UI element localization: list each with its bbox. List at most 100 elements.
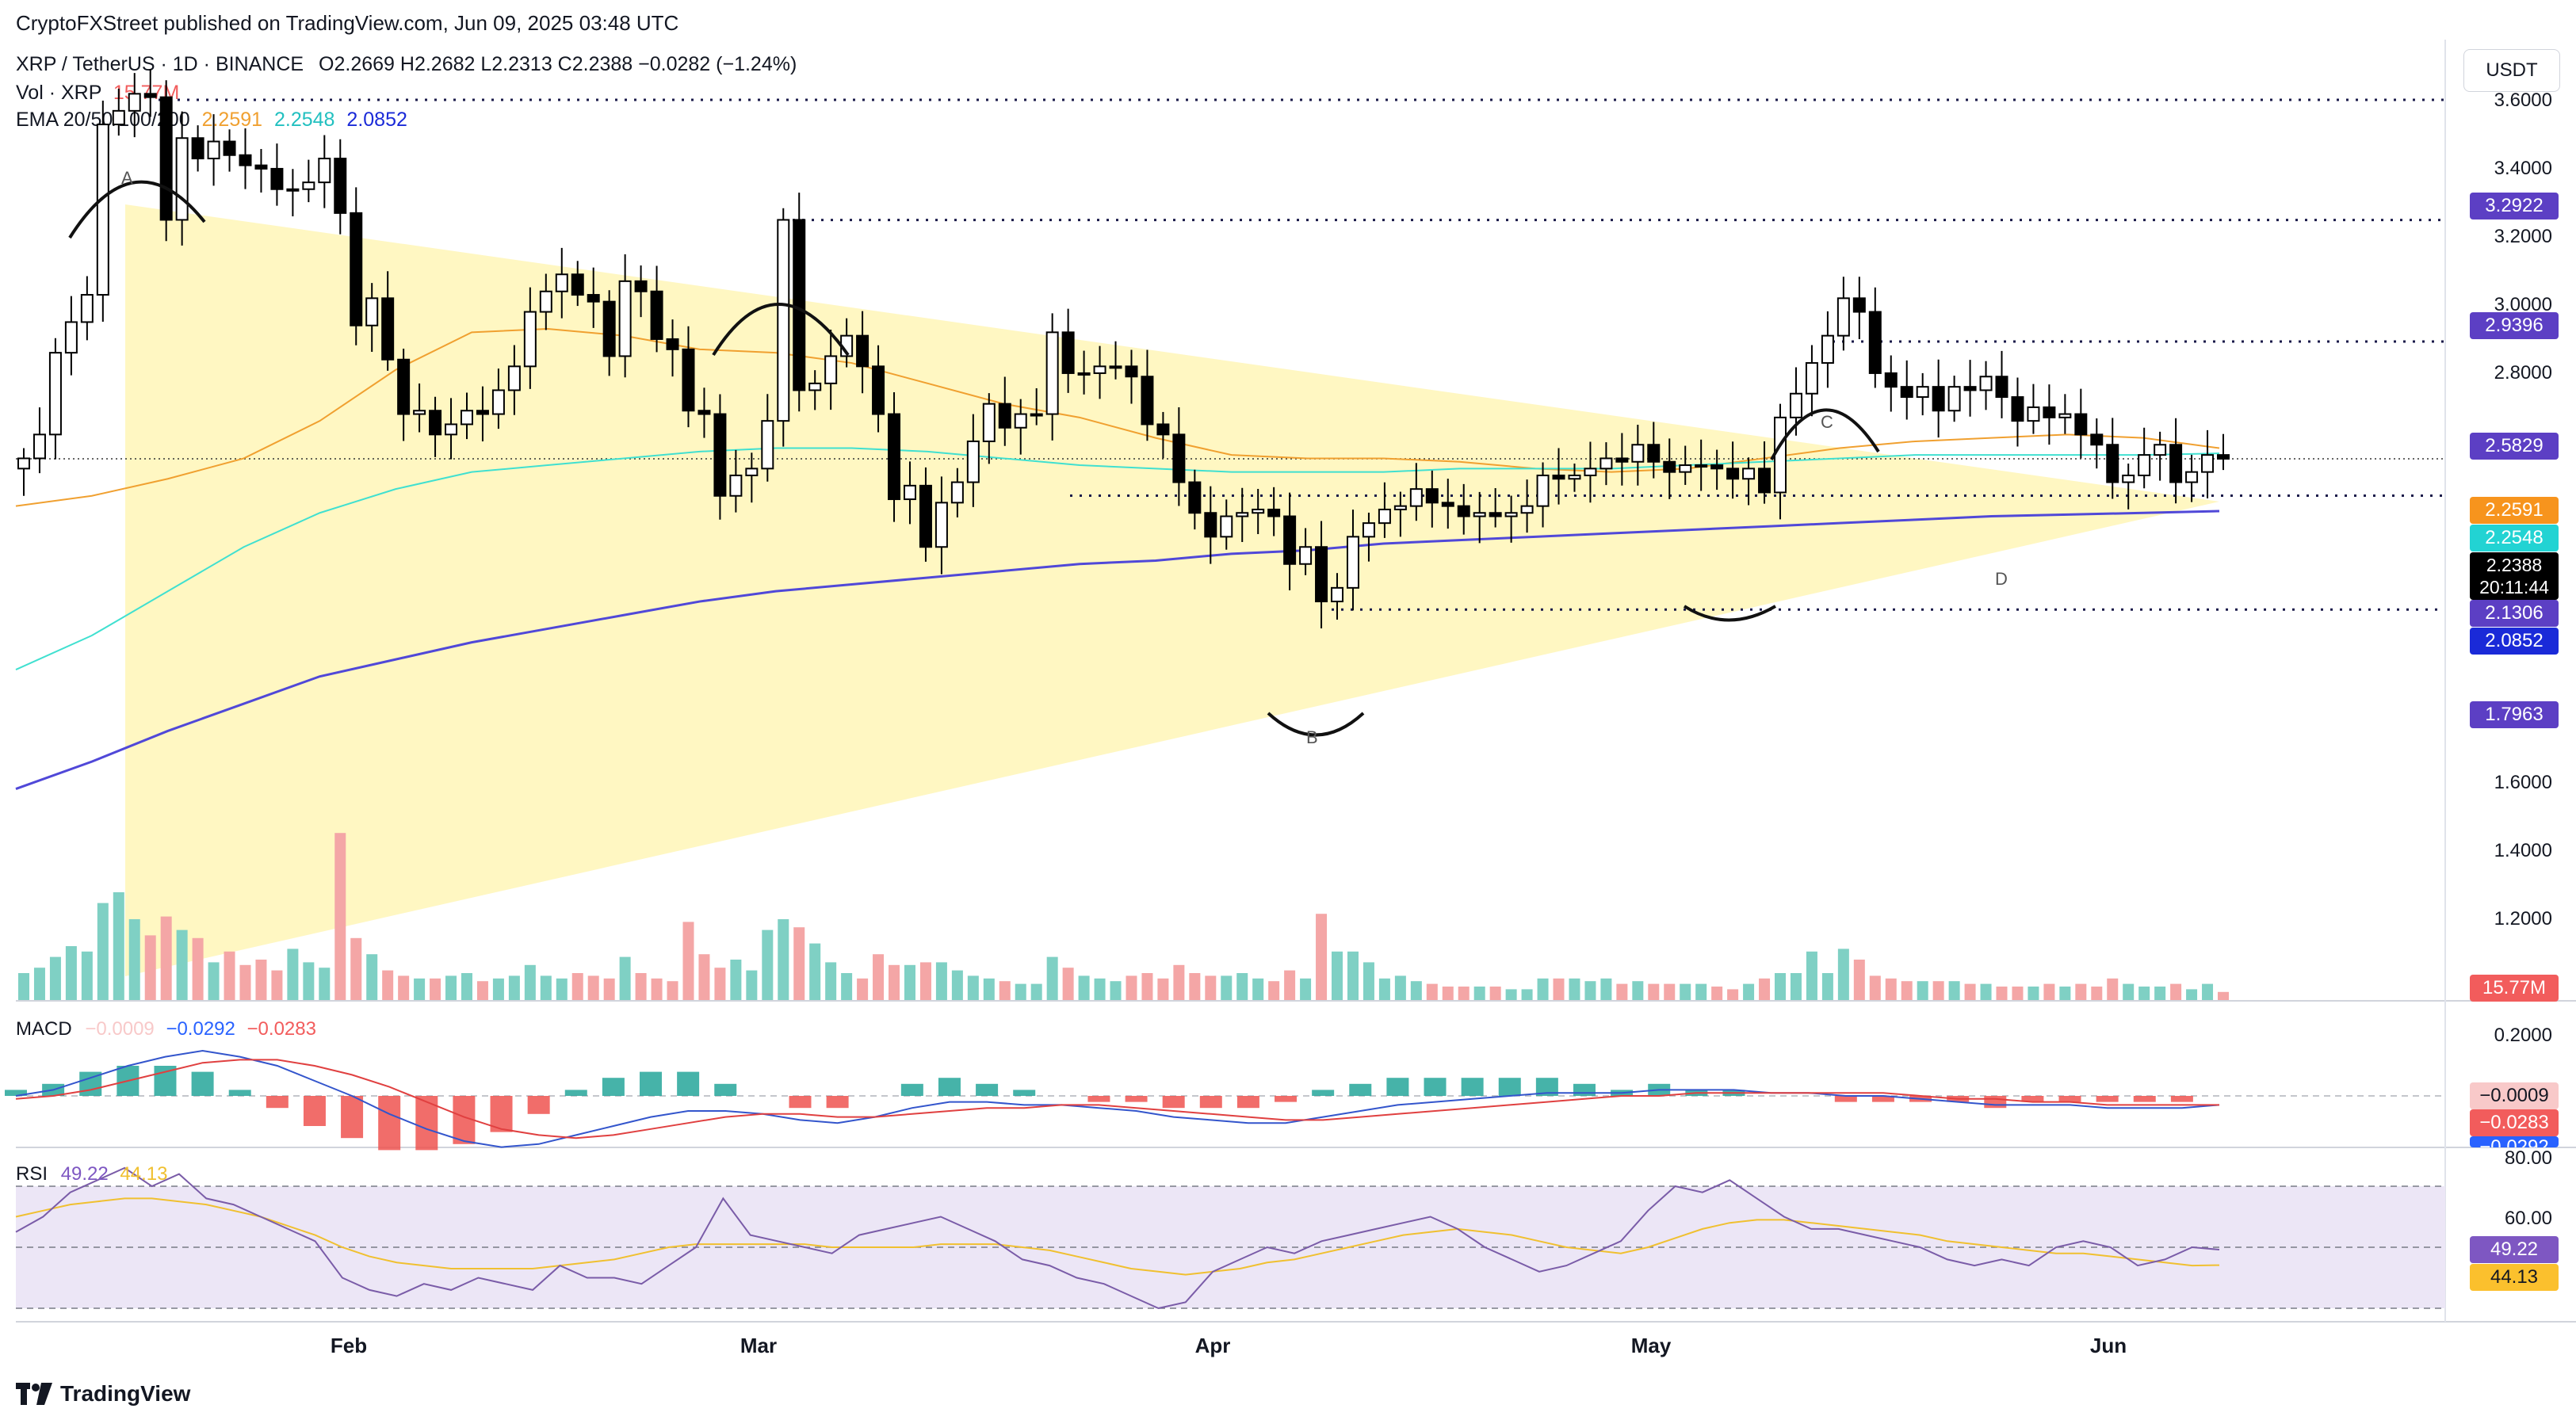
- volume-bar: [1157, 978, 1169, 1000]
- candle-down: [381, 297, 395, 361]
- candle-up: [1409, 488, 1423, 507]
- macd-histogram-bar: [938, 1078, 961, 1096]
- volume-bar: [1948, 981, 1960, 1000]
- volume-bar: [461, 973, 472, 1000]
- rsi-ma-value: 44.13: [120, 1163, 168, 1185]
- candle-down: [1441, 502, 1454, 507]
- candle-up: [507, 365, 521, 391]
- volume-bar: [1980, 983, 1992, 1000]
- candle-up: [1378, 508, 1391, 525]
- symbol-title[interactable]: XRP / TetherUS · 1D · BINANCE: [16, 53, 304, 75]
- candle-up: [1093, 365, 1106, 374]
- volume-bar: [239, 964, 251, 1000]
- candle-up: [1568, 474, 1581, 480]
- volume-bar: [1711, 987, 1723, 1000]
- volume-bar: [1236, 973, 1248, 1000]
- volume-bar: [1790, 973, 1802, 1000]
- tradingview-logo[interactable]: TradingView: [16, 1381, 190, 1407]
- volume-bar: [1442, 987, 1454, 1000]
- candle-down: [397, 358, 411, 415]
- candle-down: [2043, 406, 2056, 418]
- macd-histogram-bar: [677, 1071, 700, 1096]
- candle-up: [1631, 444, 1645, 463]
- tag-2.1306: 2.1306: [2470, 600, 2559, 627]
- tradingview-wordmark: TradingView: [60, 1381, 191, 1406]
- ema-line-ema200: [15, 510, 2220, 790]
- currency-button[interactable]: USDT: [2463, 49, 2560, 92]
- annotation-c: C: [1821, 412, 1833, 432]
- macd-legend: MACD −0.0009 −0.0292 −0.0283: [16, 1018, 316, 1040]
- volume-label[interactable]: Vol · XRP: [16, 82, 101, 104]
- volume-bar: [1727, 989, 1739, 1000]
- macd-histogram-bar: [976, 1083, 999, 1096]
- macd-hist-value: −0.0009: [85, 1018, 155, 1040]
- candle-up: [808, 382, 822, 391]
- candle-down: [143, 93, 157, 98]
- candle-down: [1204, 512, 1217, 538]
- volume-bar: [1268, 981, 1280, 1000]
- volume-bar: [33, 968, 45, 1000]
- candle-down: [650, 290, 663, 340]
- volume-bar: [398, 975, 410, 1000]
- candle-down: [1900, 386, 1913, 399]
- volume-bar: [176, 929, 188, 1000]
- volume-bar: [49, 956, 61, 1000]
- rsi-title[interactable]: RSI: [16, 1163, 48, 1185]
- candle-up: [48, 352, 62, 436]
- tag-2.9396: 2.9396: [2470, 312, 2559, 339]
- candle-up: [1236, 512, 1249, 517]
- axis-label-3.0: 3.0000: [2494, 294, 2552, 315]
- candle-down: [1647, 444, 1661, 463]
- candle-up: [1362, 522, 1375, 538]
- volume-bar: [1316, 914, 1328, 1000]
- volume-bar: [1664, 983, 1676, 1000]
- volume-bar: [224, 951, 235, 1000]
- volume-bar: [1410, 981, 1422, 1000]
- volume-bar: [1759, 978, 1771, 1000]
- volume-bar: [128, 919, 140, 1000]
- volume-bar: [1221, 975, 1233, 1000]
- macd-pane: [5, 1049, 2445, 1151]
- candle-down: [602, 300, 616, 357]
- macd-histogram-bar: [564, 1090, 587, 1096]
- candle-up: [1979, 376, 1993, 391]
- candle-up: [1014, 413, 1027, 429]
- rsi-legend: RSI 49.22 44.13: [16, 1163, 167, 1185]
- candle-down: [1283, 515, 1297, 565]
- volume-bar: [1600, 978, 1612, 1000]
- pane-separators: [16, 40, 2576, 1323]
- candle-up: [175, 137, 189, 221]
- tag-2.5829: 2.5829: [2470, 433, 2559, 460]
- macd-histogram-bar: [900, 1083, 923, 1096]
- macd-histogram-bar: [1236, 1096, 1259, 1109]
- macd-histogram-bar: [1349, 1083, 1372, 1096]
- volume-bar: [1062, 968, 1074, 1000]
- volume-bar: [1616, 983, 1628, 1000]
- axis-label-1.2: 1.2000: [2494, 908, 2552, 929]
- volume-bar: [1869, 975, 1881, 1000]
- macd-title[interactable]: MACD: [16, 1018, 72, 1040]
- macd-histogram-bar: [266, 1096, 289, 1109]
- bar-countdown: 20:11:44: [2479, 577, 2549, 597]
- candle-down: [1172, 433, 1186, 483]
- volume-bar: [635, 973, 647, 1000]
- candle-down: [1726, 468, 1740, 480]
- macd-histogram-bar: [527, 1096, 550, 1114]
- volume-bar: [1141, 973, 1153, 1000]
- candle-down: [429, 410, 442, 436]
- macd-histogram-bar: [2133, 1096, 2156, 1102]
- volume-bar: [1837, 949, 1849, 1000]
- macd-histogram-bar: [1461, 1078, 1484, 1096]
- volume-bar: [1015, 983, 1026, 1000]
- candle-down: [1615, 457, 1629, 463]
- candle-down: [1884, 372, 1898, 388]
- volume-bar: [556, 978, 568, 1000]
- ema-line-ema50: [15, 328, 2220, 507]
- volume-bar: [18, 973, 29, 1000]
- volume-bar: [287, 949, 299, 1000]
- volume-bar: [889, 964, 900, 1000]
- volume-bar: [587, 975, 599, 1000]
- macd-histogram-bar: [378, 1096, 401, 1151]
- macd-histogram-bar: [303, 1096, 326, 1126]
